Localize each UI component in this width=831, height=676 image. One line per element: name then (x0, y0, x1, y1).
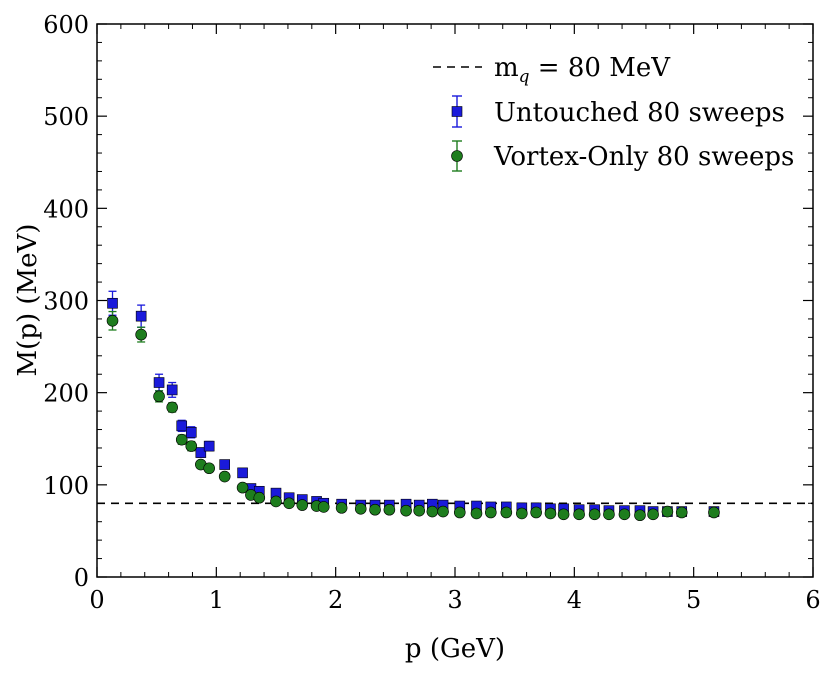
data-point-circle (413, 504, 426, 517)
data-point-circle (634, 509, 646, 522)
data-point-circle (135, 328, 147, 341)
data-point-circle (426, 505, 439, 518)
data-point-circle (470, 507, 483, 520)
x-tick-label: 1 (209, 586, 224, 614)
x-tick-label: 5 (686, 586, 701, 614)
data-point-circle (218, 470, 231, 483)
data-point-circle (236, 481, 249, 494)
data-point-circle (618, 508, 631, 521)
data-point-circle (296, 499, 309, 511)
data-point-circle (675, 506, 688, 519)
data-point-circle (437, 505, 449, 518)
data-point-circle (661, 505, 674, 518)
legend-marker-untouched (451, 106, 463, 117)
data-point-circle (369, 503, 381, 516)
data-point-square (195, 447, 207, 458)
x-tick-label: 3 (447, 586, 462, 614)
data-series (106, 290, 720, 522)
data-point-circle (153, 390, 165, 403)
legend-ref-label-sub: q (519, 67, 530, 87)
series-untouched (107, 290, 720, 517)
legend-ref-label-rest: = 80 MeV (530, 53, 672, 83)
data-point-circle (383, 503, 396, 516)
data-point-circle (647, 508, 659, 521)
legend-label-untouched: Untouched 80 sweeps (494, 98, 785, 128)
legend: mq = 80 MeV Untouched 80 sweeps Vortex-O… (433, 53, 794, 172)
axis-ticks: 0 1 2 3 4 5 6 0 100 200 300 400 500 600 (43, 11, 820, 614)
data-point-square (107, 297, 118, 309)
legend-label-vortex: Vortex-Only 80 sweeps (493, 142, 794, 172)
legend-marker-vortex (451, 150, 463, 162)
data-point-circle (203, 462, 215, 475)
data-point-circle (400, 504, 412, 517)
y-tick-label: 200 (43, 380, 89, 408)
data-point-circle (335, 502, 348, 514)
y-tick-label: 500 (43, 103, 89, 131)
data-point-circle (453, 506, 466, 519)
data-point-circle (544, 507, 557, 520)
x-axis-label: p (GeV) (405, 634, 505, 664)
data-point-circle (317, 501, 330, 513)
data-point-square (176, 420, 188, 432)
data-point-circle (530, 506, 542, 519)
data-point-square (153, 377, 165, 388)
data-point-circle (588, 508, 601, 521)
legend-ref-label: mq = 80 MeV (494, 53, 671, 87)
legend-swatch-vortex (451, 140, 463, 172)
data-point-circle (603, 508, 615, 521)
data-point-circle (516, 507, 528, 520)
data-point-square (219, 459, 230, 470)
y-axis-label: M(p) (MeV) (13, 224, 43, 377)
y-tick-label: 0 (74, 564, 89, 592)
x-tick-label: 4 (567, 586, 582, 614)
legend-ref-label-main: m (494, 53, 519, 83)
series-vortex-only (106, 310, 720, 522)
data-point-square (185, 426, 197, 438)
data-point-circle (185, 440, 198, 452)
y-tick-label: 100 (43, 472, 89, 500)
data-point-circle (175, 433, 188, 446)
data-point-square (135, 310, 147, 322)
x-tick-label: 2 (328, 586, 343, 614)
y-tick-label: 600 (43, 11, 89, 39)
x-tick-label: 0 (89, 586, 104, 614)
data-point-circle (166, 401, 178, 414)
data-point-circle (270, 495, 282, 508)
legend-swatch-untouched (451, 95, 463, 128)
data-point-circle (354, 502, 367, 515)
data-point-circle (253, 491, 266, 504)
data-point-square (237, 467, 248, 479)
data-point-circle (106, 314, 119, 327)
data-point-circle (283, 497, 295, 510)
y-tick-label: 400 (43, 195, 89, 223)
data-point-circle (500, 506, 513, 519)
data-point-square (203, 440, 215, 452)
data-point-circle (484, 506, 497, 519)
x-tick-label: 6 (805, 586, 820, 614)
data-point-circle (557, 508, 570, 521)
data-point-circle (573, 508, 585, 521)
data-point-square (166, 384, 178, 396)
y-tick-label: 300 (43, 288, 89, 316)
data-point-circle (708, 506, 720, 519)
